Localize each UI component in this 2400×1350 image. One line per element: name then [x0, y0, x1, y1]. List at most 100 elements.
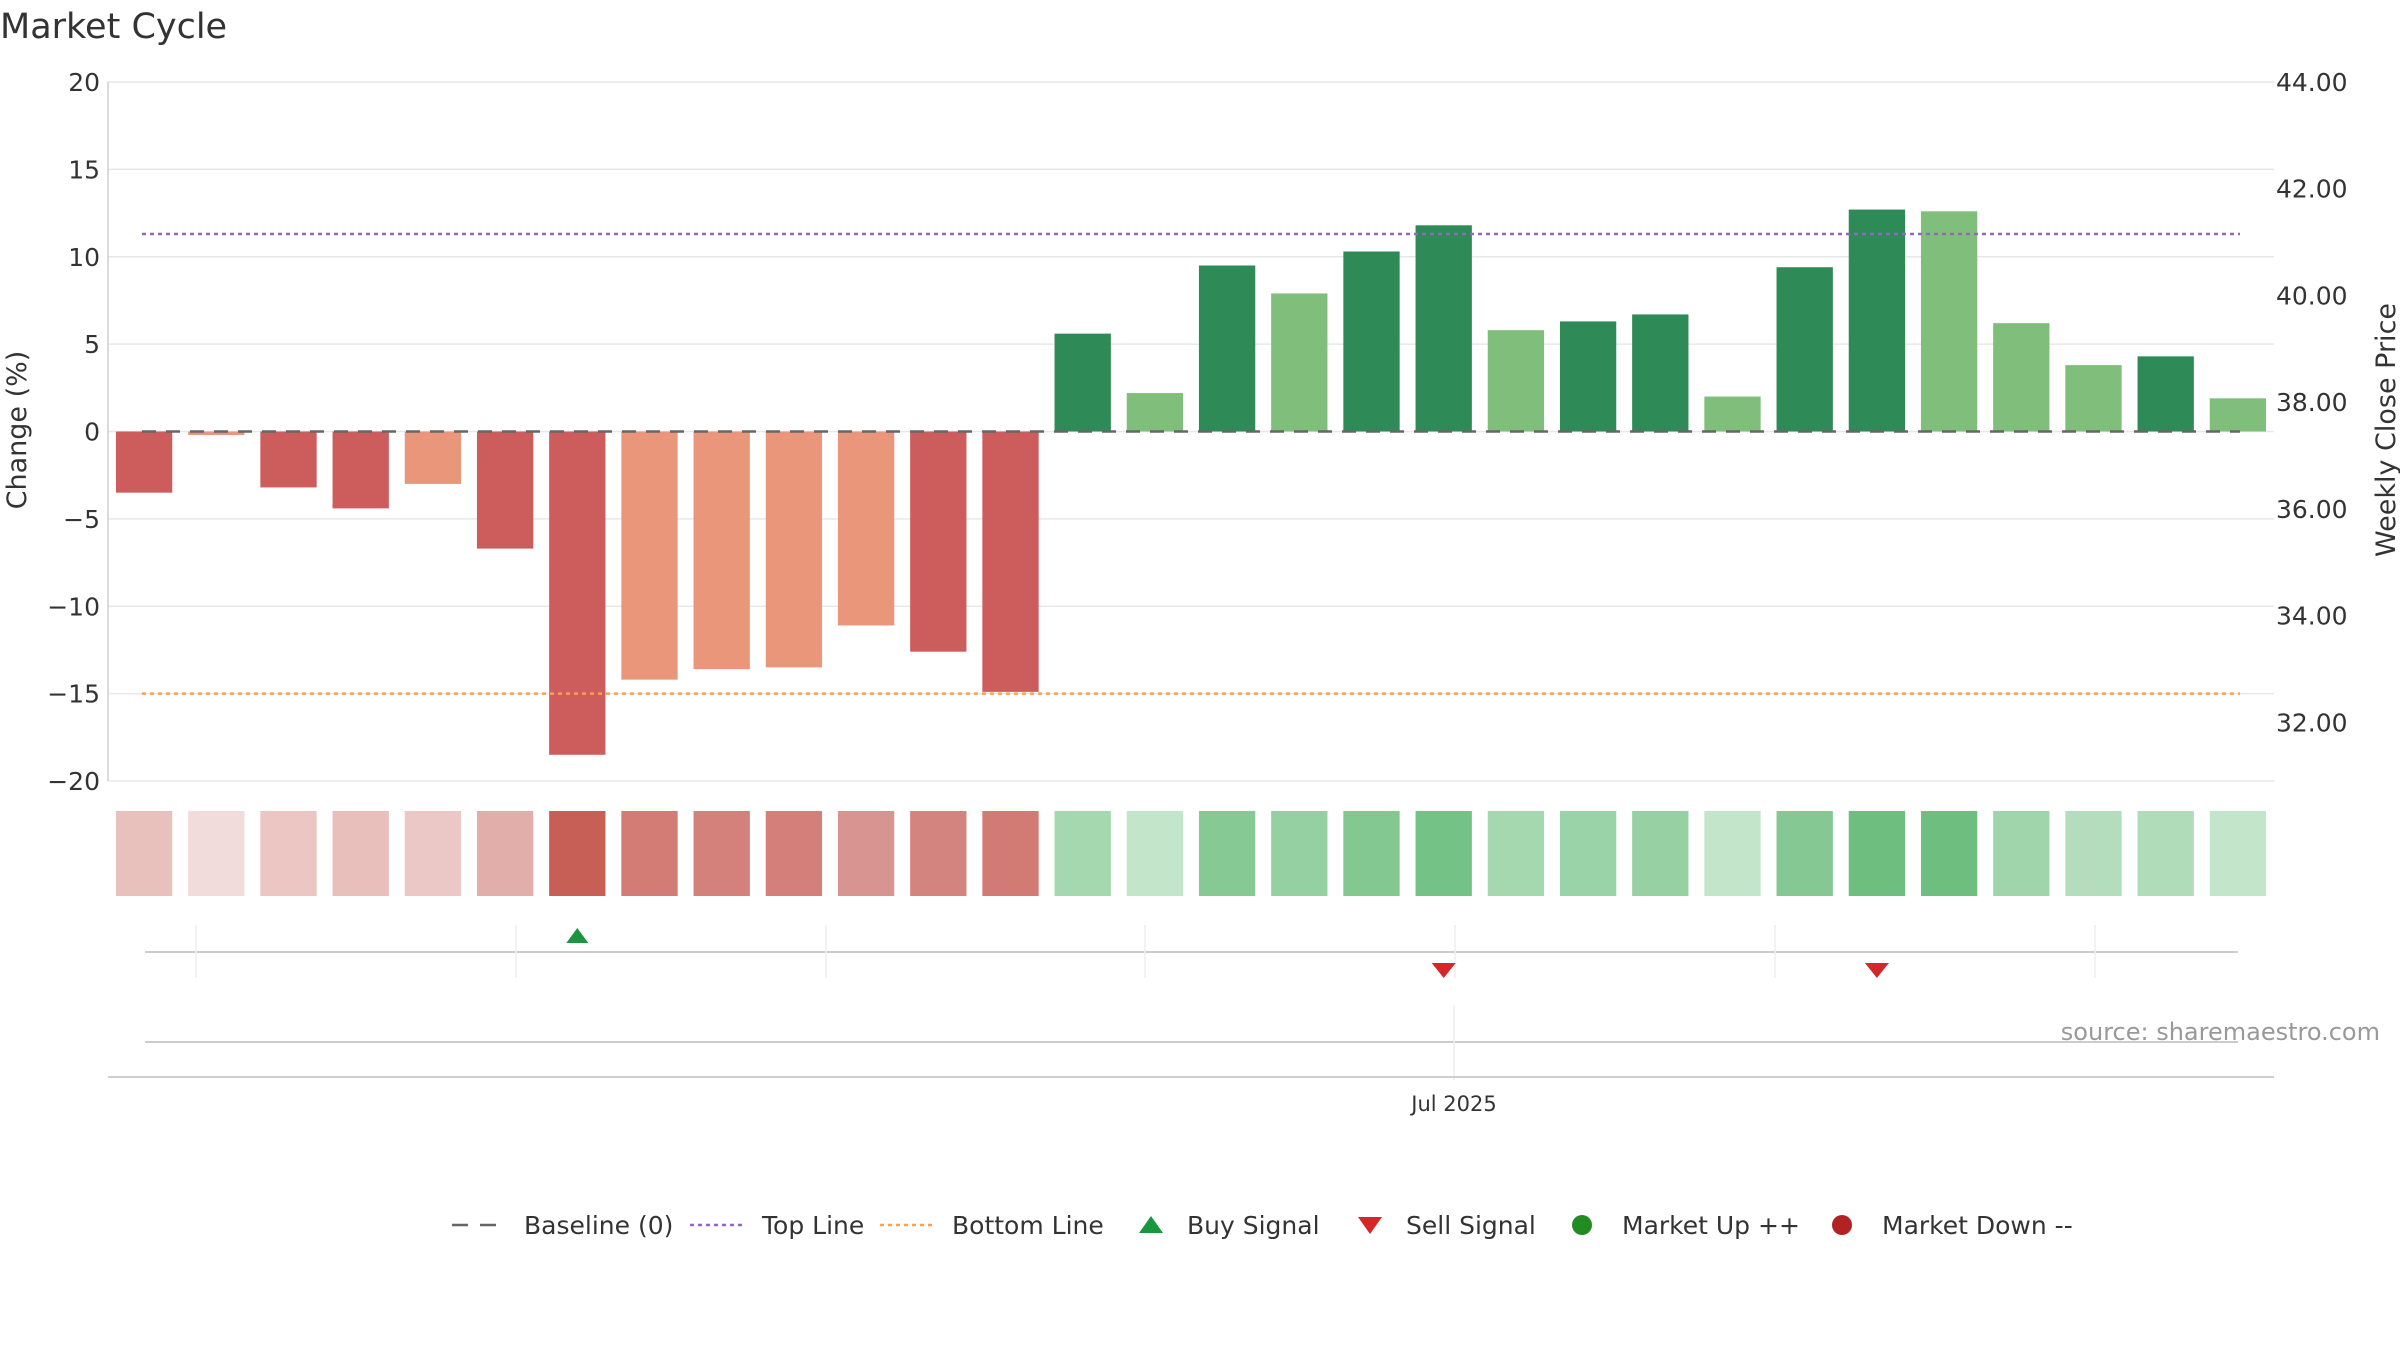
legend-label: Top Line — [761, 1211, 864, 1240]
bar — [1054, 333, 1111, 432]
bar — [1848, 209, 1906, 432]
heat-cell — [404, 811, 462, 896]
bar — [1415, 225, 1472, 432]
bar — [260, 431, 317, 488]
bar — [1776, 267, 1833, 432]
bar — [2209, 398, 2267, 432]
buy-signal-marker — [566, 928, 589, 943]
y-tick-label-right: 42.00 — [2276, 175, 2348, 204]
heat-cell — [2065, 811, 2122, 896]
bar — [476, 431, 534, 549]
y-tick-label-left: −15 — [47, 680, 100, 709]
sell-signal-marker — [1431, 963, 1456, 978]
legend-label: Buy Signal — [1187, 1211, 1320, 1240]
source-annotation: source: sharemaestro.com — [2061, 1018, 2380, 1046]
bar — [1126, 393, 1184, 432]
bar — [1704, 396, 1761, 432]
y-tick-label-right: 32.00 — [2276, 708, 2348, 737]
y-tick-label-left: −20 — [47, 767, 100, 796]
heat-cell — [765, 811, 823, 896]
y-tick-label-left: 15 — [68, 155, 100, 184]
bar — [1198, 265, 1256, 432]
legend-label: Bottom Line — [952, 1211, 1104, 1240]
heat-cell — [260, 811, 317, 896]
bar — [1632, 314, 1689, 432]
bar — [115, 431, 173, 493]
heat-cell — [1848, 811, 1906, 896]
heat-cell — [1776, 811, 1833, 896]
legend-label: Sell Signal — [1406, 1211, 1536, 1240]
bar-series — [115, 209, 2267, 755]
heat-cell — [332, 811, 389, 896]
y-tick-label-right: 44.00 — [2276, 68, 2348, 97]
bar — [188, 431, 245, 435]
y-tick-label-right: 36.00 — [2276, 495, 2348, 524]
heat-cell — [1126, 811, 1184, 896]
bar — [621, 431, 678, 680]
heat-cell — [1704, 811, 1761, 896]
heat-cell — [910, 811, 967, 896]
heat-cell — [837, 811, 895, 896]
reference-lines — [142, 232, 2240, 695]
heat-cell — [476, 811, 534, 896]
heat-cell — [1487, 811, 1545, 896]
heat-cell — [1271, 811, 1328, 896]
heat-strip — [115, 811, 2267, 896]
heat-cell — [1559, 811, 1617, 896]
bar — [1559, 321, 1617, 432]
heat-cell — [1415, 811, 1472, 896]
bar — [1993, 323, 2050, 432]
y-tick-label-left: 5 — [84, 330, 100, 359]
y-axis-right-label: Weekly Close Price — [2371, 303, 2400, 557]
bar — [2137, 356, 2194, 432]
heat-cell — [1920, 811, 1978, 896]
legend-item: Top Line — [690, 1211, 864, 1240]
bar — [549, 431, 606, 755]
legend-item: Buy Signal — [1139, 1211, 1320, 1240]
bar — [1343, 251, 1400, 432]
legend-circle-icon — [1572, 1215, 1592, 1235]
bar — [1920, 211, 1978, 432]
heat-cell — [693, 811, 750, 896]
heat-cell — [549, 811, 606, 896]
bar — [765, 431, 823, 668]
heat-cell — [1343, 811, 1400, 896]
bar — [404, 431, 462, 484]
y-tick-label-left: 10 — [68, 243, 100, 272]
legend-label: Market Up ++ — [1622, 1211, 1800, 1240]
legend-circle-icon — [1832, 1215, 1852, 1235]
chart-title: Market Cycle — [0, 7, 227, 47]
grid-lines — [107, 81, 2274, 782]
y-tick-label-right: 34.00 — [2276, 602, 2348, 631]
bar — [1487, 330, 1545, 432]
bar — [837, 431, 895, 626]
heat-cell — [188, 811, 245, 896]
sell-signal-marker — [1864, 963, 1889, 978]
y-axis-left: 20 15 10 5 0 −5 −10 −15 −20 — [47, 68, 100, 796]
y-axis-left-label: Change (%) — [2, 351, 33, 510]
heat-cell — [982, 811, 1039, 896]
legend-item: Market Down -- — [1832, 1211, 2073, 1240]
y-tick-label-left: −5 — [63, 505, 100, 534]
legend: Baseline (0) Top Line Bottom Line Buy Signa… — [452, 1211, 2073, 1240]
y-axis-right: 44.00 42.00 40.00 38.00 36.00 34.00 32.00 — [2276, 68, 2348, 737]
legend-triangle-up-icon — [1139, 1216, 1163, 1233]
heat-cell — [2209, 811, 2267, 896]
bar — [2065, 365, 2122, 432]
heat-cell — [1054, 811, 1111, 896]
heat-cell — [115, 811, 173, 896]
y-tick-label-left: 0 — [84, 418, 100, 447]
x-axis — [108, 1005, 2274, 1080]
legend-item: Sell Signal — [1358, 1211, 1536, 1240]
bar — [332, 431, 389, 509]
y-tick-label-left: −10 — [47, 592, 100, 621]
x-tick-label: Jul 2025 — [1409, 1092, 1496, 1116]
y-tick-label-right: 40.00 — [2276, 281, 2348, 310]
legend-triangle-down-icon — [1358, 1217, 1382, 1234]
y-tick-label-left: 20 — [68, 68, 100, 97]
bar — [982, 431, 1039, 692]
bar — [910, 431, 967, 652]
y-tick-label-right: 38.00 — [2276, 388, 2348, 417]
heat-cell — [1632, 811, 1689, 896]
